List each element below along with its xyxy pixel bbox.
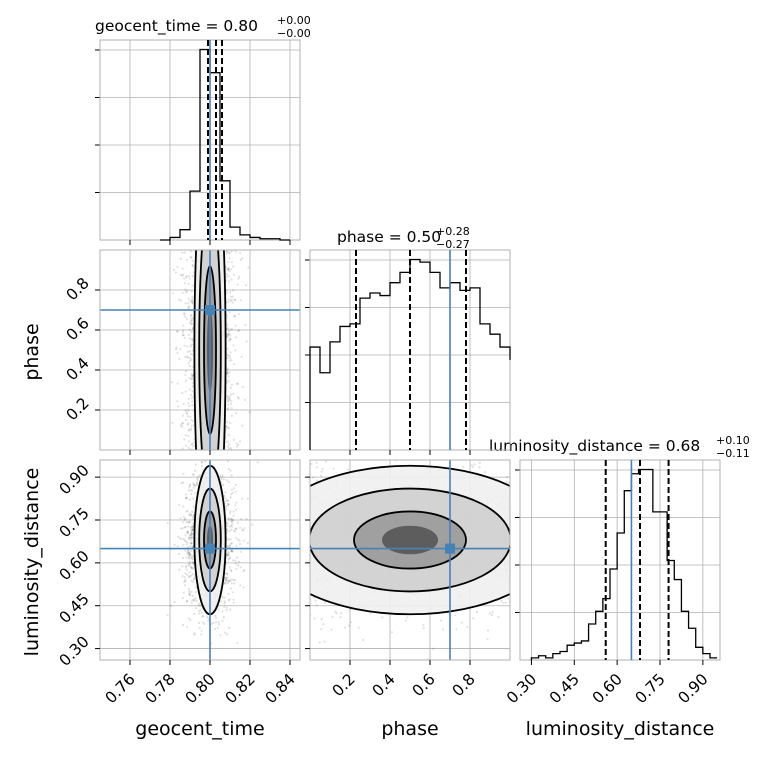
panel-geocent_time-vs-luminosity_distance bbox=[95, 459, 301, 665]
histogram-luminosity_distance bbox=[530, 468, 718, 660]
yticklabel-luminosity_distance-4: 0.90 bbox=[56, 461, 93, 498]
panel-geocent_time-vs-phase bbox=[95, 249, 301, 455]
xticklabel-geocent_time-0: 0.76 bbox=[102, 670, 139, 707]
xticklabel-geocent_time-1: 0.78 bbox=[142, 670, 179, 707]
contour-2 bbox=[353, 510, 467, 570]
frame-luminosity_distance bbox=[519, 459, 721, 661]
histogram-phase bbox=[309, 258, 511, 450]
frame-phase-luminosity_distance bbox=[309, 459, 511, 661]
contour-1 bbox=[198, 250, 222, 450]
xticklabel-luminosity_distance-4: 0.90 bbox=[675, 670, 712, 707]
xlabel-luminosity-distance: luminosity_distance bbox=[526, 718, 715, 740]
yticklabel-luminosity_distance-2: 0.60 bbox=[56, 547, 93, 584]
contour-0 bbox=[310, 464, 510, 616]
title-text-phase: phase = 0.50 bbox=[337, 228, 441, 246]
title-text-geocent-time: geocent_time = 0.80 bbox=[95, 17, 258, 36]
diag-panel-geocent_time bbox=[95, 39, 301, 245]
diag-panel-phase bbox=[305, 249, 511, 455]
xticklabel-phase-1: 0.4 bbox=[369, 670, 399, 700]
frame-geocent_time-luminosity_distance bbox=[99, 459, 301, 661]
xticklabel-phase-0: 0.2 bbox=[329, 670, 359, 700]
title-sup-luminosity-distance: +0.10 bbox=[716, 434, 750, 447]
xticklabel-geocent_time-4: 0.84 bbox=[262, 670, 299, 707]
title-text-luminosity-distance: luminosity_distance = 0.68 bbox=[489, 437, 700, 456]
xticklabel-luminosity_distance-3: 0.75 bbox=[632, 670, 669, 707]
panel-phase-vs-luminosity_distance bbox=[305, 459, 511, 665]
xticklabel-luminosity_distance-0: 0.30 bbox=[503, 670, 540, 707]
panel-inner-phase-luminosity_distance bbox=[310, 460, 510, 660]
svg-text:geocent_time = 0.80: geocent_time = 0.80 bbox=[95, 17, 258, 36]
title-sup-geocent-time: +0.00 bbox=[277, 14, 311, 27]
density-level-3 bbox=[382, 525, 438, 555]
title-sub-luminosity-distance: −0.11 bbox=[716, 447, 750, 460]
xlabel-geocent-time: geocent_time bbox=[135, 718, 264, 740]
truth-marker-geocent_time-phase bbox=[205, 305, 215, 315]
title-sub-phase: −0.27 bbox=[436, 238, 470, 251]
yticklabel-luminosity_distance-1: 0.45 bbox=[56, 590, 93, 627]
xticklabel-phase-3: 0.8 bbox=[449, 670, 479, 700]
xticklabel-luminosity_distance-2: 0.60 bbox=[589, 670, 626, 707]
histogram-geocent_time bbox=[160, 48, 290, 241]
truth-marker-geocent_time-luminosity_distance bbox=[205, 543, 215, 554]
yticklabel-luminosity_distance-3: 0.75 bbox=[56, 504, 93, 541]
yticklabel-phase-1: 0.4 bbox=[63, 354, 93, 384]
truth-marker-phase-luminosity_distance bbox=[445, 543, 455, 554]
xticklabel-geocent_time-3: 0.82 bbox=[222, 670, 259, 707]
contour-1 bbox=[310, 487, 510, 593]
ylabel-phase: phase bbox=[21, 323, 43, 380]
contour-0 bbox=[193, 250, 227, 450]
panel-inner-geocent_time-phase bbox=[100, 250, 300, 450]
yticklabel-phase-3: 0.8 bbox=[63, 274, 93, 304]
title-luminosity-distance: luminosity_distance = 0.68 +0.10 −0.11 bbox=[489, 434, 750, 460]
xticklabel-phase-2: 0.6 bbox=[409, 670, 439, 700]
frame-geocent_time bbox=[99, 39, 301, 241]
grid-luminosity_distance bbox=[520, 460, 720, 660]
title-sup-phase: +0.28 bbox=[436, 225, 470, 238]
xticklabel-luminosity_distance-1: 0.45 bbox=[546, 670, 583, 707]
title-sub-geocent-time: −0.00 bbox=[277, 27, 311, 40]
title-phase: phase = 0.50 +0.28 −0.27 bbox=[337, 225, 470, 251]
title-geocent-time: geocent_time = 0.80 +0.00 −0.00 bbox=[95, 14, 311, 40]
yticklabel-phase-0: 0.2 bbox=[63, 394, 93, 424]
yticklabel-phase-2: 0.6 bbox=[63, 314, 93, 344]
frame-geocent_time-phase bbox=[99, 249, 301, 451]
panel-inner-geocent_time-luminosity_distance bbox=[100, 460, 300, 660]
xticklabel-geocent_time-2: 0.80 bbox=[182, 670, 219, 707]
yticklabel-luminosity_distance-0: 0.30 bbox=[56, 633, 93, 670]
ylabel-luminosity-distance: luminosity_distance bbox=[21, 468, 43, 657]
diag-panel-luminosity_distance bbox=[515, 459, 721, 665]
xlabel-phase: phase bbox=[381, 718, 438, 740]
